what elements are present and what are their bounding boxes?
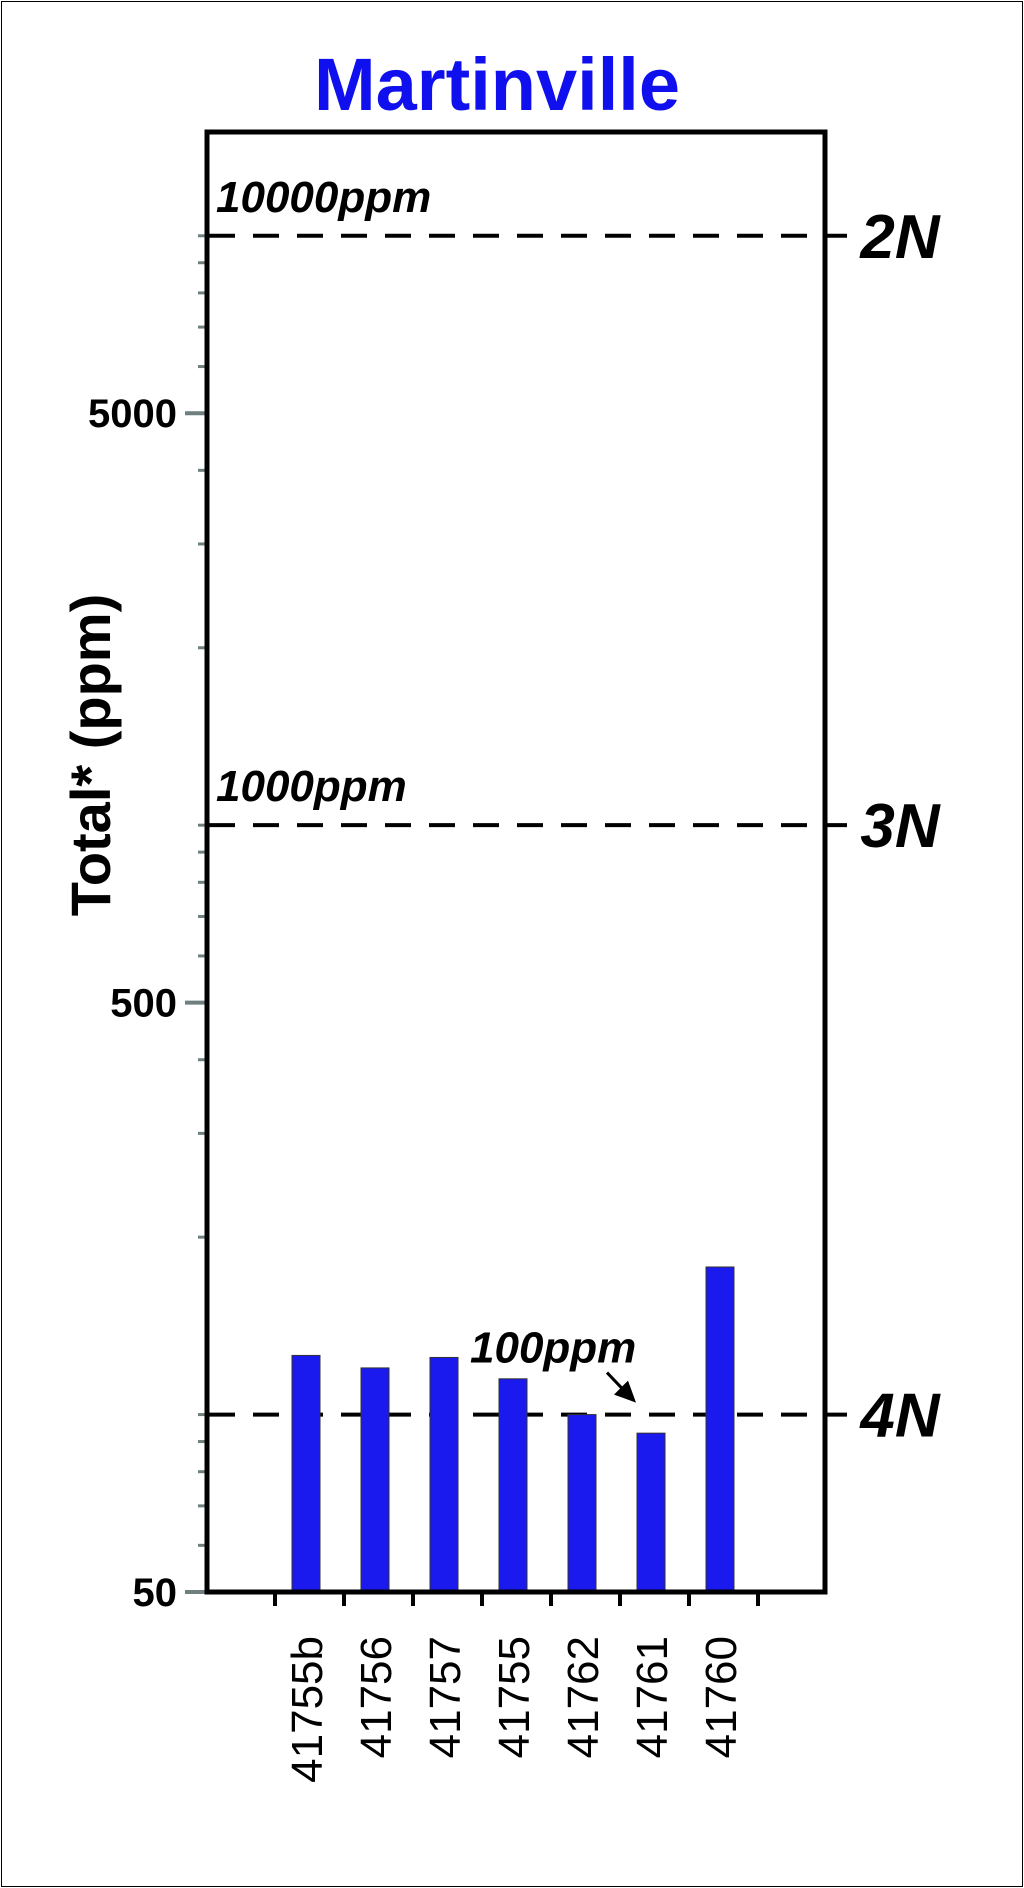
- bar: [498, 1378, 528, 1593]
- annotations: 10000ppm 1000ppm 100ppm: [216, 173, 636, 1403]
- reference-label-100: 100ppm: [470, 1324, 636, 1373]
- y-tick-label: 500: [110, 982, 177, 1026]
- x-tick-label: 41755: [490, 1636, 539, 1758]
- y-tick-label: 5000: [88, 392, 177, 436]
- bar: [636, 1432, 666, 1593]
- reference-side-label: 3N: [860, 792, 940, 861]
- x-tick-label: 41762: [559, 1636, 608, 1758]
- reference-lines: 2N 3N 4N: [209, 203, 941, 1451]
- bar: [291, 1354, 321, 1593]
- arrow-head: [614, 1380, 636, 1403]
- y-ticks: 50 500 5000: [88, 392, 206, 1615]
- y-axis-label: Total* (ppm): [59, 594, 122, 916]
- bar: [705, 1266, 735, 1593]
- bar: [429, 1356, 459, 1593]
- x-tick-label: 41757: [421, 1636, 470, 1758]
- reference-label-10000: 10000ppm: [216, 173, 431, 222]
- reference-side-label: 4N: [858, 1382, 940, 1451]
- x-tick-label: 41761: [628, 1636, 677, 1758]
- chart-title: Martinville: [314, 43, 680, 126]
- bar: [567, 1414, 597, 1593]
- reference-side-label: 2N: [859, 203, 940, 272]
- reference-label-1000: 1000ppm: [216, 762, 407, 811]
- bar: [360, 1367, 390, 1593]
- x-tick-label: 41760: [697, 1636, 746, 1758]
- bars: [291, 1266, 735, 1593]
- x-ticks: 41755b 41756 41757 41755 41762 41761 41760: [273, 1592, 760, 1783]
- x-tick-label: 41755b: [283, 1636, 332, 1783]
- y-tick-label: 50: [133, 1571, 178, 1615]
- x-tick-label: 41756: [352, 1636, 401, 1758]
- plot-area: [204, 129, 828, 1595]
